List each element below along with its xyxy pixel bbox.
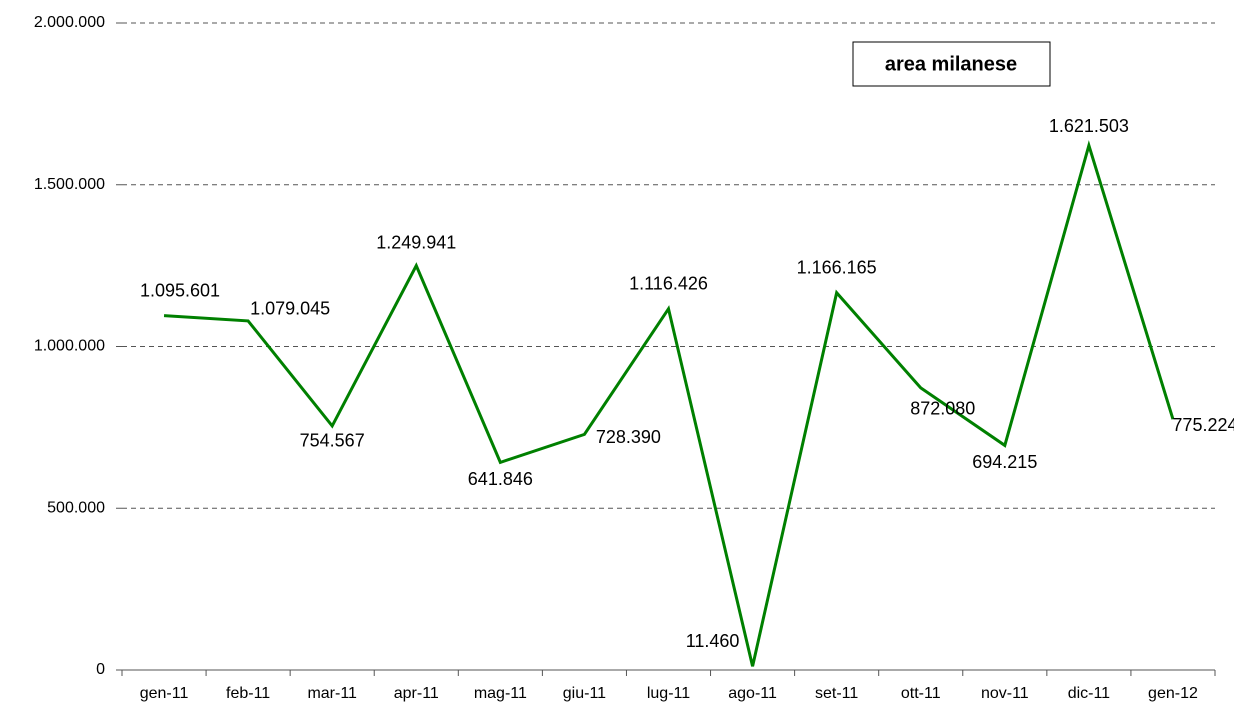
line-series [163,140,1175,667]
y-tick-label: 1.500.000 [34,176,105,193]
title-box [852,41,1051,87]
data-label: 1.249.941 [376,232,456,252]
data-label: 754.567 [300,431,365,451]
x-tick-label: set-11 [815,685,858,702]
x-tick-label: ott-11 [901,685,941,702]
data-label: 11.460 [686,631,740,651]
data-label: 1.116.426 [629,274,708,294]
x-tick-label: giu-11 [563,685,606,702]
x-tick-label: gen-12 [1148,685,1198,702]
y-tick-label: 0 [96,661,105,678]
x-tick-label: feb-11 [226,685,270,702]
data-label: 728.390 [596,427,661,447]
y-tick-label: 2.000.000 [34,14,105,31]
x-tick-label: mag-11 [474,685,527,702]
y-tick-label: 500.000 [47,499,105,516]
data-label: 694.215 [972,452,1037,472]
x-tick-label: nov-11 [981,685,1029,702]
data-label: 1.166.165 [797,257,877,277]
data-label: 1.095.601 [140,280,220,300]
x-tick-label: lug-11 [647,685,690,702]
data-label: 872.080 [910,399,975,419]
chart-title: area milanese [885,53,1017,75]
x-tick-label: mar-11 [307,685,357,702]
data-label: 1.079.045 [250,299,330,319]
x-tick-label: ago-11 [728,685,777,702]
x-tick-label: dic-11 [1068,685,1110,702]
x-tick-label: apr-11 [394,685,439,702]
x-tick-label: gen-11 [140,685,189,702]
y-tick-label: 1.000.000 [34,338,105,355]
data-label: 641.846 [468,469,533,489]
data-label: 775.224 [1172,415,1234,435]
data-label: 1.621.503 [1049,116,1129,136]
